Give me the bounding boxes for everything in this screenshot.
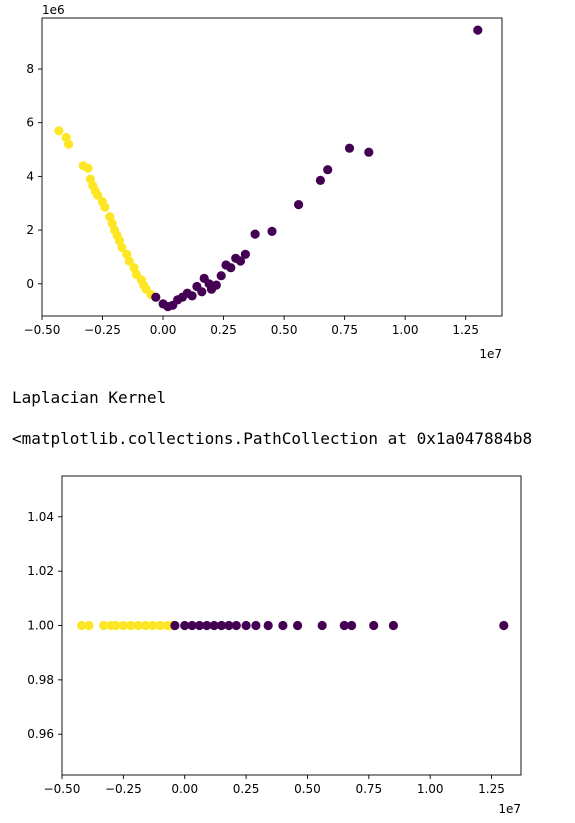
x-tick-label: 0.75 xyxy=(355,782,382,796)
data-point xyxy=(473,25,483,35)
y-tick-label: 2 xyxy=(26,223,34,237)
y-offset-text: 1e6 xyxy=(42,3,65,17)
series-1 xyxy=(170,620,509,631)
data-point xyxy=(54,126,64,136)
x-tick-label: 1.00 xyxy=(392,323,419,337)
data-point xyxy=(187,291,197,301)
data-point xyxy=(216,271,226,281)
data-point xyxy=(118,620,128,631)
data-point xyxy=(294,200,304,210)
data-point xyxy=(231,620,241,631)
data-point xyxy=(263,620,273,631)
y-tick-label: 4 xyxy=(26,169,34,183)
data-point xyxy=(339,620,349,631)
data-point xyxy=(151,292,161,302)
data-point xyxy=(84,620,94,631)
data-point xyxy=(197,287,207,297)
data-point xyxy=(278,620,288,631)
y-tick-label: 0 xyxy=(26,277,34,291)
data-point xyxy=(235,256,246,266)
series-0 xyxy=(77,620,178,631)
path-collection-repr-output: <matplotlib.collections.PathCollection a… xyxy=(12,429,533,448)
y-tick-label: 0.98 xyxy=(27,673,54,687)
y-tick-label: 8 xyxy=(26,62,34,76)
x-tick-label: −0.25 xyxy=(84,323,121,337)
data-point xyxy=(224,620,234,631)
x-tick-label: 0.75 xyxy=(331,323,358,337)
x-tick-label: −0.25 xyxy=(105,782,142,796)
data-point xyxy=(347,620,357,631)
data-point xyxy=(369,620,379,631)
x-tick-label: −0.50 xyxy=(44,782,81,796)
data-point xyxy=(64,139,74,149)
y-tick-label: 1.04 xyxy=(27,510,54,524)
data-point xyxy=(250,229,260,239)
data-point xyxy=(148,620,158,631)
data-point xyxy=(117,242,127,253)
data-point xyxy=(293,620,303,631)
x-tick-label: 0.25 xyxy=(210,323,237,337)
x-tick-label: 0.00 xyxy=(171,782,198,796)
data-point xyxy=(251,620,261,631)
data-point xyxy=(133,620,143,631)
data-point xyxy=(100,202,110,212)
x-tick-label: 0.25 xyxy=(233,782,260,796)
data-point xyxy=(140,620,151,631)
plot-frame xyxy=(41,17,503,317)
data-point xyxy=(99,620,109,631)
data-point xyxy=(194,620,205,631)
data-point xyxy=(155,620,165,631)
data-point xyxy=(111,620,121,631)
data-point xyxy=(216,620,227,631)
data-point xyxy=(187,620,197,631)
series-0 xyxy=(54,126,156,300)
data-point xyxy=(170,620,180,631)
y-tick-label: 1.02 xyxy=(27,564,54,578)
y-tick-label: 1.00 xyxy=(27,619,54,633)
data-point xyxy=(202,620,212,631)
data-point xyxy=(126,620,136,631)
kernel-label-output: Laplacian Kernel xyxy=(12,388,167,407)
y-tick-label: 0.96 xyxy=(27,727,54,741)
data-point xyxy=(93,190,103,200)
data-point xyxy=(180,620,190,631)
x-tick-label: 1.00 xyxy=(417,782,444,796)
y-tick-label: 6 xyxy=(26,116,34,130)
data-point xyxy=(77,620,87,631)
x-tick-label: 0.50 xyxy=(294,782,321,796)
data-point xyxy=(267,226,277,236)
x-offset-text: 1e7 xyxy=(498,802,521,816)
data-point xyxy=(364,147,374,157)
data-point xyxy=(209,620,219,631)
scatter-chart-bottom: −0.50 −0.25 0.00 0.25 0.50 0.75 1.00 1.25 0.96 0.… xyxy=(27,475,522,816)
data-point xyxy=(317,620,327,631)
scatter-chart-top: −0.50 −0.25 0.00 0.25 0.50 0.75 1.00 1.25 0 2 4 6 8 1… xyxy=(24,3,503,361)
data-point xyxy=(315,175,325,185)
data-point xyxy=(124,256,134,266)
data-point xyxy=(240,249,250,259)
scatter-points xyxy=(54,25,483,312)
x-tick-label: 0.50 xyxy=(271,323,298,337)
x-tick-label: 1.25 xyxy=(478,782,505,796)
data-point xyxy=(388,620,398,631)
data-point xyxy=(499,620,509,631)
data-point xyxy=(211,280,221,290)
data-point xyxy=(83,163,93,173)
data-point xyxy=(241,620,251,631)
scatter-points xyxy=(77,620,509,631)
data-point xyxy=(344,143,355,153)
x-tick-label: 1.25 xyxy=(452,323,479,337)
data-point xyxy=(323,165,333,175)
x-tick-label: 0.00 xyxy=(150,323,177,337)
x-tick-label: −0.50 xyxy=(24,323,61,337)
series-1 xyxy=(151,25,483,312)
data-point xyxy=(226,263,236,273)
x-offset-text: 1e7 xyxy=(479,347,502,361)
